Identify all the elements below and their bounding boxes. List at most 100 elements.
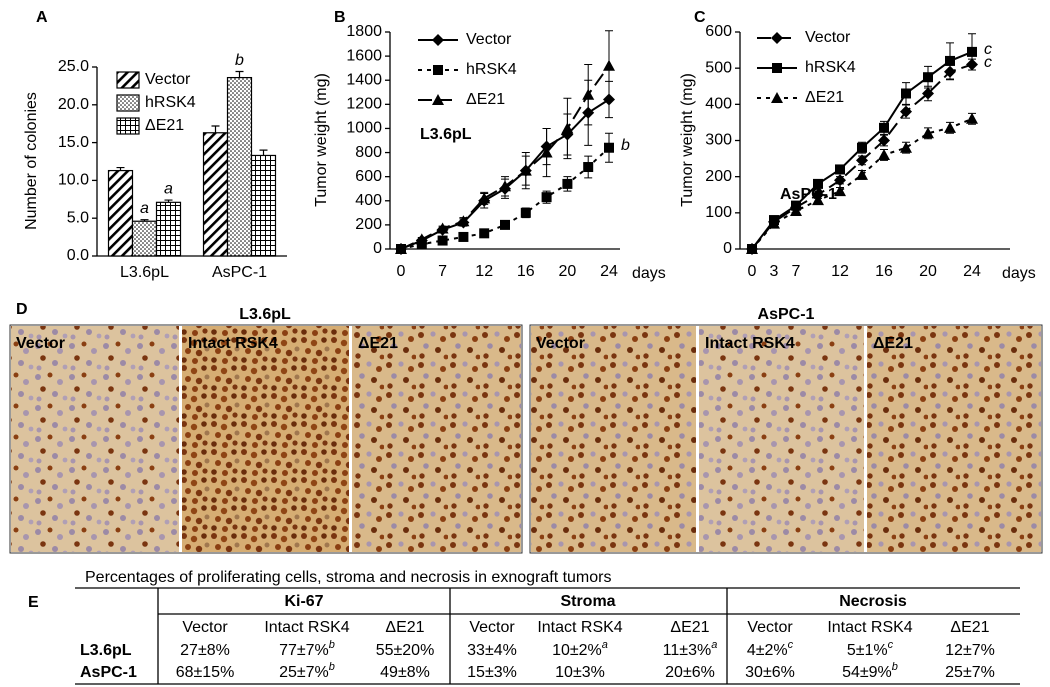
chart: 0.0 5.0 10.0 15.0 20.0 25.0 Number of colonies…: [23, 52, 287, 281]
panel-label: B: [334, 9, 346, 26]
bar: [107, 169, 134, 257]
micrographs: Vector Intact RSK4 ΔE21 Vector Intact RSK4 ΔE…: [9, 324, 1043, 554]
micrograph: [867, 326, 1041, 552]
x-tick-label: 24: [963, 263, 981, 280]
table-group-header: Necrosis: [839, 593, 907, 610]
table-cell: 10±3%: [555, 664, 605, 681]
table: Percentages of proliferating cells, stro…: [75, 569, 1020, 685]
y-tick-label: 800: [355, 144, 382, 161]
marker: [458, 231, 469, 242]
table-column-header: Intact RSK4: [264, 619, 349, 636]
y-tick-label: 1000: [346, 120, 382, 137]
bar: [202, 132, 229, 257]
table-cell: 4±2%c: [747, 639, 794, 659]
micrograph: [352, 326, 521, 552]
error-bar: [259, 149, 268, 156]
x-tick-label: 16: [517, 263, 535, 280]
marker: [835, 164, 845, 175]
cell-superscript: b: [329, 639, 335, 651]
y-tick-label: 400: [705, 96, 732, 113]
y-tick-label: 1400: [346, 71, 382, 88]
y-tick-label: 600: [705, 23, 732, 40]
table-column-header: Vector: [747, 619, 793, 636]
micrograph: [699, 326, 864, 552]
annotation: b: [621, 137, 630, 154]
y-tick-label: 1600: [346, 47, 382, 64]
legend-label: ΔE21: [466, 91, 505, 108]
marker: [945, 55, 955, 66]
table-column-header: Intact RSK4: [537, 619, 622, 636]
bar: [155, 201, 182, 257]
legend-swatch: [116, 117, 140, 135]
cell-superscript: a: [711, 639, 717, 651]
marker: [900, 105, 912, 118]
marker: [813, 178, 823, 189]
y-tick-label: 0: [723, 240, 732, 257]
error-bar: [164, 199, 173, 203]
x-tick-label: AsPC-1: [212, 264, 267, 281]
table-cell: 25±7%b: [279, 661, 335, 681]
table-group-header: Stroma: [560, 593, 615, 610]
x-tick-label: 16: [875, 263, 893, 280]
marker: [812, 194, 824, 206]
micrograph-label: ΔE21: [873, 335, 913, 352]
table-cell: 20±6%: [665, 664, 715, 681]
marker: [967, 46, 977, 57]
cell-superscript: c: [888, 639, 894, 651]
micrograph: [182, 326, 349, 552]
marker: [519, 164, 532, 176]
marker: [768, 217, 780, 229]
panel-label: E: [28, 594, 39, 611]
table-column-header: ΔE21: [950, 619, 989, 636]
table-cell: 25±7%: [945, 664, 995, 681]
marker: [878, 148, 890, 160]
inset-label: L3.6pL: [420, 126, 472, 143]
y-tick-label: 600: [355, 168, 382, 185]
error-bar: [116, 166, 125, 171]
table-cell: 55±20%: [376, 642, 435, 659]
marker: [878, 134, 890, 147]
y-axis-label: Number of colonies: [23, 92, 40, 230]
micrograph-label: Intact RSK4: [188, 335, 278, 352]
micrograph-label: ΔE21: [358, 335, 398, 352]
annotation: c: [984, 54, 992, 71]
marker: [520, 207, 531, 218]
marker: [746, 243, 758, 254]
marker: [500, 219, 510, 230]
marker: [499, 180, 511, 192]
table-cell: 11±3%a: [663, 639, 718, 659]
legend-label: hRSK4: [466, 61, 517, 78]
micrograph: [531, 326, 696, 552]
y-tick-label: 400: [355, 192, 382, 209]
x-tick-label: 12: [831, 263, 849, 280]
legend-label: hRSK4: [145, 94, 196, 111]
marker: [540, 146, 553, 158]
legend-label: Vector: [145, 71, 191, 88]
y-tick-label: 0: [373, 240, 382, 257]
micrograph-label: Intact RSK4: [705, 335, 795, 352]
marker: [415, 233, 428, 245]
x-tick-label: 24: [600, 263, 618, 280]
bar: [131, 220, 158, 257]
series-line: [400, 146, 610, 250]
x-tick-label: 7: [438, 263, 447, 280]
y-axis-label: Tumor weight (mg): [679, 73, 696, 207]
y-tick-label: 200: [355, 216, 382, 233]
annotation: a: [140, 200, 149, 217]
micrograph-label: Vector: [16, 335, 65, 352]
annotation: a: [164, 180, 173, 197]
error-bar: [140, 219, 149, 222]
marker: [923, 72, 933, 83]
table-column-header: Vector: [182, 619, 228, 636]
x-tick-label: 20: [919, 263, 937, 280]
marker: [922, 127, 934, 139]
table-cell: 27±8%: [180, 642, 230, 659]
marker: [603, 59, 615, 71]
x-axis-label: days: [1002, 265, 1036, 282]
micrograph: [11, 326, 179, 552]
table-cell: 12±7%: [945, 642, 995, 659]
table-cell: 15±3%: [467, 664, 517, 681]
table-cell: 5±1%c: [847, 639, 894, 659]
y-tick-label: 15.0: [58, 134, 89, 151]
x-tick-label: 0: [748, 263, 757, 280]
